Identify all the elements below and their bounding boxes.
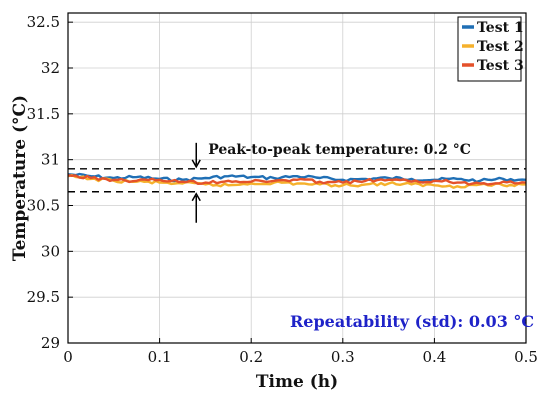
x-tick-label: 0.2 [239, 348, 263, 366]
series-line-2 [67, 173, 526, 189]
y-tick-label: 30.5 [27, 197, 60, 215]
x-axis-title: Time (h) [256, 372, 338, 392]
plot-frame [67, 12, 527, 344]
tick-layer [67, 21, 527, 344]
legend: Test 1 Test 2 Test 3 [457, 16, 524, 82]
y-tick-label: 29 [41, 334, 60, 352]
y-tick-label: 32 [41, 59, 60, 77]
y-tick-label: 31.5 [27, 105, 60, 123]
x-tick-label: 0.4 [422, 348, 446, 366]
peak-arrows [191, 142, 201, 223]
legend-label: Test 3 [477, 58, 524, 74]
series-line-3 [67, 174, 527, 186]
x-tick-labels: 0 0.1 0.2 0.3 0.4 0.5 [63, 348, 538, 366]
peak-to-peak-annotation: Peak-to-peak temperature: 0.2 °C [208, 142, 471, 158]
legend-items: Test 1 Test 2 Test 3 [462, 20, 524, 74]
band-layer [68, 168, 526, 193]
y-tick-label: 30 [41, 242, 60, 260]
repeatability-annotation: Repeatability (std): 0.03 °C [290, 312, 534, 331]
x-tick-label: 0.1 [148, 348, 172, 366]
y-tick-labels: 29 29.5 30 30.5 31 31.5 32 32.5 [27, 13, 60, 352]
x-tick-label: 0 [63, 348, 73, 366]
bottom-arrow-head [191, 192, 201, 202]
top-arrow-head [191, 159, 201, 169]
y-tick-label: 29.5 [27, 288, 60, 306]
x-tick-label: 0.5 [514, 348, 538, 366]
y-tick-label: 31 [41, 151, 60, 169]
series-layer [67, 172, 527, 189]
legend-box [457, 16, 522, 82]
legend-label: Test 2 [477, 39, 524, 55]
y-axis-title: Temperature (°C) [10, 95, 30, 261]
series-line-1 [67, 172, 527, 184]
legend-label: Test 1 [477, 20, 524, 36]
x-tick-label: 0.3 [331, 348, 355, 366]
y-tick-label: 32.5 [27, 13, 60, 31]
